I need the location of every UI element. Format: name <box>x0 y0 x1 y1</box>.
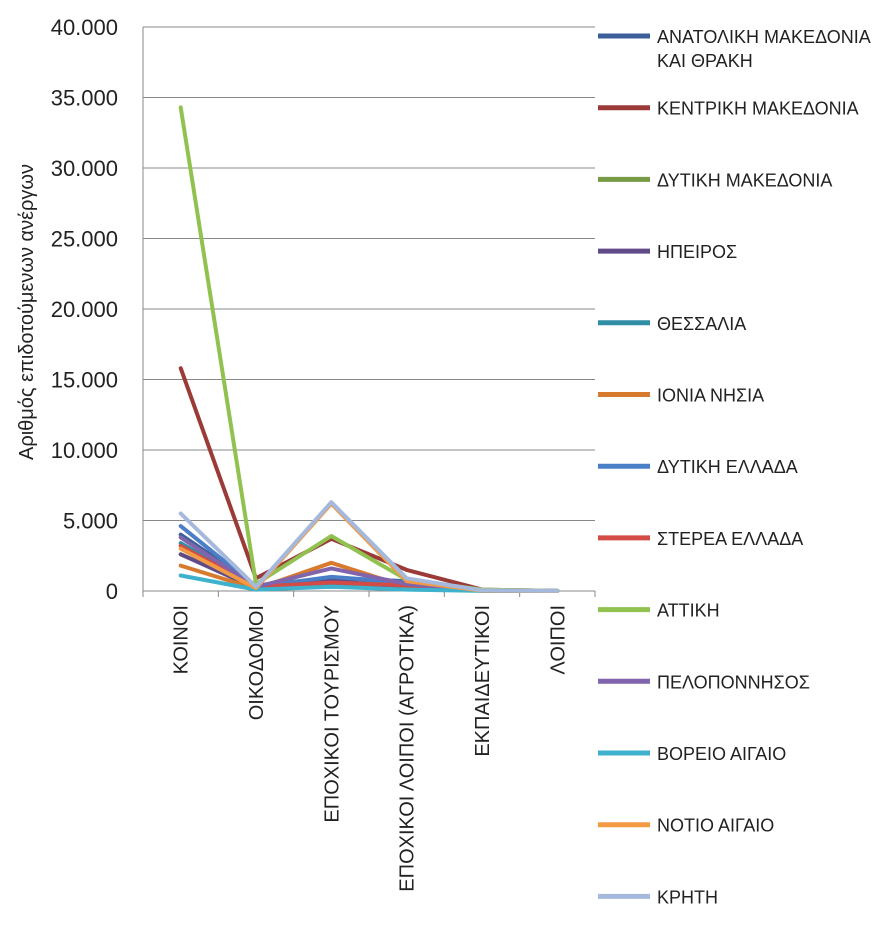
y-tick-label: 35.000 <box>51 86 118 111</box>
legend-label: ΠΕΛΟΠΟΝΝΗΣΟΣ <box>657 672 810 692</box>
y-tick-label: 10.000 <box>51 438 118 463</box>
y-tick-label: 40.000 <box>51 15 118 40</box>
x-axis-tick-labels: ΚΟΙΝΟΙ ΟΙΚΟΔΟΜΟΙ ΕΠΟΧΙΚΟΙ ΤΟΥΡΙΣΜΟΥ ΕΠΟΧΙΚΟ… <box>171 605 570 892</box>
series-line <box>178 105 560 593</box>
y-tick-label: 0 <box>106 579 118 604</box>
y-axis-label: Αριθμός επιδοτούμενων ανέργων <box>16 164 38 460</box>
x-tick-label: ΕΚΠΑΙΔΕΥΤΙΚΟΙ <box>472 605 494 757</box>
x-tick-label: ΛΟΙΠΟΙ <box>547 605 569 675</box>
legend-label: ΑΝΑΤΟΛΙΚΗ ΜΑΚΕΔΟΝΙΑ ΚΑΙ ΘΡΑΚΗ <box>657 27 871 71</box>
x-tick-label: ΕΠΟΧΙΚΟΙ ΤΟΥΡΙΣΜΟΥ <box>321 605 343 823</box>
legend-label: ΙΟΝΙΑ ΝΗΣΙΑ <box>657 386 764 406</box>
legend-label: ΘΕΣΣΑΛΙΑ <box>657 314 746 334</box>
axes <box>142 27 596 597</box>
y-tick-label: 15.000 <box>51 368 118 393</box>
y-tick-label: 20.000 <box>51 297 118 322</box>
legend-label: ΑΤΤΙΚΗ <box>657 601 720 621</box>
y-axis-tick-labels: 0 5.000 10.000 15.000 20.000 25.000 30.000 35.0… <box>51 15 118 604</box>
series-line <box>178 500 560 593</box>
x-tick-label: ΟΙΚΟΔΟΜΟΙ <box>246 605 268 720</box>
x-tick-label: ΕΠΟΧΙΚΟΙ ΛΟΙΠΟΙ (ΑΓΡΟΤΙΚΑ) <box>397 605 419 892</box>
legend-label: ΣΤΕΡΕΑ ΕΛΛΑΔΑ <box>657 529 803 549</box>
series-lines <box>178 105 560 593</box>
y-tick-label: 5.000 <box>63 509 118 534</box>
legend-label: ΒΟΡΕΙΟ ΑΙΓΑΙΟ <box>657 744 786 764</box>
gridlines <box>143 26 595 521</box>
legend-label: ΚΡΗΤΗ <box>657 887 718 907</box>
legend-label: ΝΟΤΙΟ ΑΙΓΑΙΟ <box>657 816 774 836</box>
y-tick-label: 30.000 <box>51 156 118 181</box>
legend: ΑΝΑΤΟΛΙΚΗ ΜΑΚΕΔΟΝΙΑ ΚΑΙ ΘΡΑΚΗ ΚΕΝΤΡΙΚΗ ΜΑΚ… <box>598 27 871 907</box>
y-tick-label: 25.000 <box>51 227 118 252</box>
legend-label: ΔΥΤΙΚΗ ΕΛΛΑΔΑ <box>657 457 798 477</box>
legend-label: ΗΠΕΙΡΟΣ <box>657 242 737 262</box>
legend-label: ΔΥΤΙΚΗ ΜΑΚΕΔΟΝΙΑ <box>657 170 832 190</box>
x-tick-label: ΚΟΙΝΟΙ <box>171 605 193 674</box>
legend-label: ΚΕΝΤΡΙΚΗ ΜΑΚΕΔΟΝΙΑ <box>657 99 859 119</box>
